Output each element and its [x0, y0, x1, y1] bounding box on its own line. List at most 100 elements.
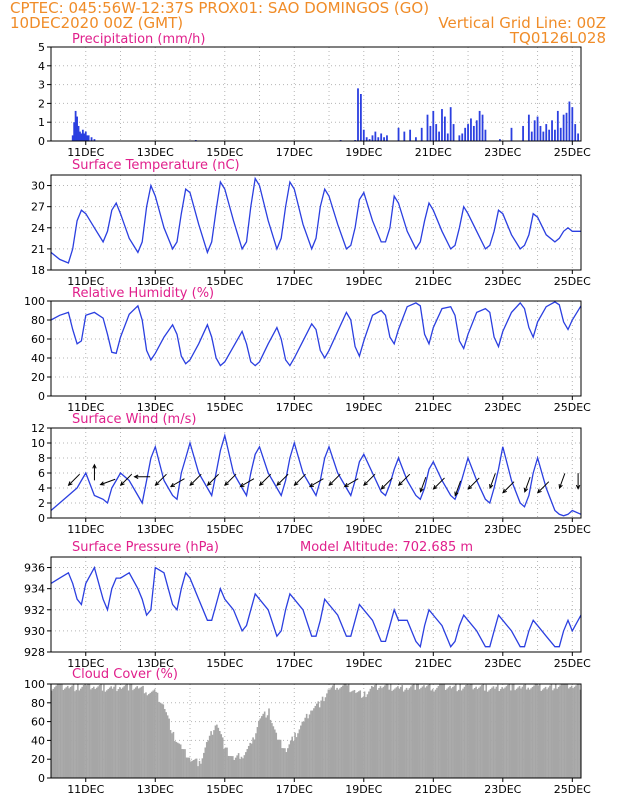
x-tick-label: 15DEC [206, 523, 243, 536]
cloud-bar [481, 685, 483, 778]
cloud-bar [87, 684, 89, 778]
wind-arrow-shaft [559, 473, 566, 489]
precip-bar [359, 94, 362, 141]
cloud-bar [453, 685, 456, 778]
cloud-bar [163, 709, 166, 778]
precip-bar [458, 135, 461, 141]
cloud-bar [353, 689, 356, 778]
cloud-bar [240, 756, 243, 778]
cloud-bar [291, 736, 293, 778]
cloud-bar [120, 688, 123, 778]
cloud-bar [243, 755, 246, 778]
cloud-bar [342, 685, 344, 778]
cloud-bar [65, 687, 68, 778]
cloud-bar [198, 760, 201, 778]
cloud-bar [512, 684, 515, 778]
cloud-bar [366, 694, 369, 778]
y-tick-label: 100 [24, 295, 45, 308]
wind-arrow-head [363, 481, 368, 487]
cloud-bar [62, 689, 65, 778]
cloud-bar [379, 686, 382, 778]
cloud-bar [463, 686, 466, 778]
y-tick-label: 4 [38, 482, 45, 495]
x-tick-label: 13DEC [137, 783, 174, 796]
cloud-bar [66, 685, 69, 778]
cloud-bar [230, 756, 233, 778]
cloud-bar [365, 697, 367, 778]
cloud-bar [392, 689, 395, 778]
cloud-bar [497, 684, 499, 778]
cloud-bar [363, 691, 366, 778]
cloud-bar [130, 684, 133, 778]
cloud-bar [347, 684, 350, 778]
wind-arrow [523, 476, 531, 493]
cloud-bar [137, 688, 140, 778]
y-tick-label: 10 [31, 437, 45, 450]
cloud-bar [272, 726, 275, 778]
wind-arrow-shaft [276, 473, 289, 486]
cloud-bar [349, 692, 351, 778]
cloud-bar [316, 703, 318, 778]
wind-arrow [489, 473, 496, 490]
precip-bar [556, 110, 559, 141]
x-tick-label: 23DEC [484, 146, 521, 159]
cloud-bar [337, 689, 340, 778]
precip-bar [574, 124, 577, 141]
wind-arrow-head [380, 485, 386, 490]
wind-arrow-head [189, 481, 195, 487]
cloud-bar [226, 747, 228, 778]
cloud-bar [116, 691, 118, 778]
cloud-bar [139, 687, 141, 778]
cloud-bar [259, 718, 262, 778]
wind-arrow [419, 476, 427, 493]
precip-bar [530, 131, 533, 141]
cloud-bar [126, 684, 128, 778]
precip-bar [83, 133, 86, 141]
cloud-bar [559, 685, 561, 778]
cloud-bar [434, 689, 437, 778]
precip-bar [554, 129, 556, 141]
cloud-bar [150, 691, 153, 778]
cloud-bar [376, 689, 379, 778]
cloud-bar [575, 685, 577, 778]
precip-bar [74, 110, 77, 141]
wind-arrow-shaft [155, 473, 167, 486]
cloud-bar [310, 710, 312, 778]
cloud-bar [284, 748, 286, 778]
cloud-bar [330, 687, 333, 778]
cloud-bar [433, 691, 435, 778]
cloud-bar [476, 689, 479, 778]
cloud-bar [82, 685, 85, 778]
panel-rh: Relative Humidity (%) 0 20 40 60 80 100 11DEC 13… [24, 286, 591, 414]
precip-bar [539, 125, 542, 141]
cloud-bar [148, 694, 150, 778]
cloud-bar [84, 684, 86, 778]
y-tick-label: 0 [38, 772, 45, 785]
cloud-bar [113, 686, 115, 778]
cloud-bar [159, 702, 162, 778]
cloud-bar [258, 720, 260, 778]
cloud-bar [452, 686, 454, 778]
cloud-bar [326, 693, 328, 778]
cloud-bar [381, 688, 383, 778]
wind-arrow-shaft [363, 473, 376, 486]
cloud-bar [256, 727, 259, 778]
y-tick-label: 18 [31, 264, 45, 277]
precip-bar [86, 135, 89, 141]
precip-bar [551, 120, 553, 141]
cloud-bar [447, 687, 450, 778]
cloud-bar [355, 693, 357, 778]
precip-bar [432, 110, 435, 141]
wind-arrow [99, 478, 116, 486]
cloud-bar [78, 690, 81, 778]
cloud-bar [378, 688, 380, 778]
cloud-bar [224, 747, 227, 778]
wind-arrow-head [308, 482, 314, 488]
wind-arrow [239, 478, 255, 488]
x-tick-label: 11DEC [67, 275, 104, 288]
cloud-bar [117, 689, 120, 778]
cloud-bar [415, 684, 418, 778]
wind-arrow-shaft [294, 473, 306, 486]
precip-bar [571, 107, 574, 141]
